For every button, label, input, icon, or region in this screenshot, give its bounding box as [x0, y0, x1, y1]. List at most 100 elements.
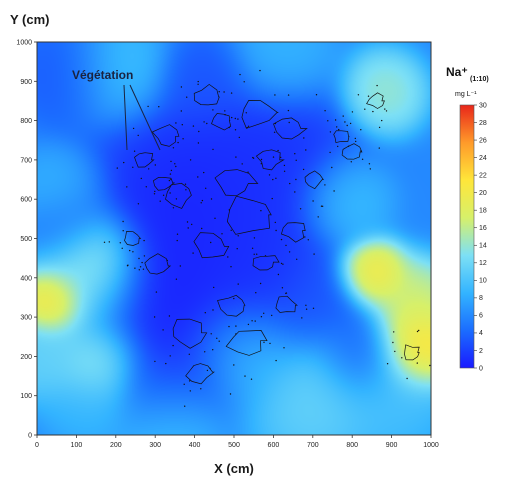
vegetation-speck-16-1	[233, 364, 235, 366]
vegetation-speck-17-6	[153, 193, 156, 195]
vegetation-speck-11-0	[280, 238, 283, 241]
vegetation-patch-13	[275, 295, 298, 313]
vegetation-speck-4-1	[133, 150, 136, 152]
vegetation-speck-22-0	[337, 145, 339, 148]
vegetation-speck-16-6	[184, 405, 186, 407]
vegetation-speck-23-4	[234, 117, 236, 120]
vegetation-speck-23-5	[228, 126, 230, 129]
vegetation-speck-18-2	[294, 191, 296, 193]
x-tick-label-1: 100	[71, 442, 83, 449]
vegetation-patch-14	[172, 318, 208, 349]
vegetation-speck-9-6	[175, 278, 178, 280]
vegetation-layer	[103, 69, 431, 407]
vegetation-speck-24-8	[126, 265, 129, 267]
vegetation-speck-1-8	[288, 121, 290, 124]
vegetation-speck-12-6	[210, 333, 212, 335]
vegetation-speck-12-5	[259, 282, 262, 285]
vegetation-speck-1-6	[273, 131, 276, 133]
vegetation-speck-9-3	[176, 239, 178, 242]
vegetation-speck-18-6	[324, 184, 326, 186]
vegetation-speck-20-6	[384, 108, 386, 110]
vegetation-speck-5-0	[197, 176, 199, 178]
vegetation-speck-3-1	[181, 124, 183, 126]
x-tick-label-3: 300	[149, 442, 161, 449]
vegetation-speck-10-1	[138, 269, 140, 271]
vegetation-patch-25	[255, 149, 285, 171]
annotation-label: Végétation	[72, 68, 133, 82]
vegetation-speck-12-0	[247, 323, 250, 326]
vegetation-speck-0-4	[180, 86, 183, 88]
vegetation-speck-20-4	[376, 84, 378, 87]
vegetation-speck-2-3	[324, 110, 326, 112]
vegetation-patch-1	[241, 100, 279, 129]
vegetation-speck-10-2	[134, 267, 136, 269]
vegetation-speck-7-1	[275, 229, 277, 232]
y-axis-label: Y (cm)	[10, 12, 50, 27]
vegetation-speck-4-6	[126, 186, 128, 188]
colorbar-scale	[459, 104, 475, 369]
vegetation-speck-17-2	[185, 189, 187, 191]
vegetation-speck-0-5	[212, 109, 214, 111]
vegetation-speck-19-7	[355, 140, 357, 143]
vegetation-speck-7-2	[214, 217, 216, 219]
vegetation-patch-9	[193, 232, 230, 259]
y-tick-label-1: 100	[20, 393, 32, 400]
vegetation-speck-17-1	[154, 164, 156, 166]
vegetation-speck-14-6	[162, 329, 164, 331]
vegetation-speck-1-5	[259, 69, 261, 72]
vegetation-speck-11-8	[280, 262, 283, 265]
colorbar-tick-label-1: 2	[479, 348, 483, 355]
vegetation-speck-15-1	[269, 342, 271, 345]
vegetation-patch-17	[153, 176, 175, 191]
vegetation-speck-4-5	[116, 167, 119, 169]
vegetation-patch-15	[225, 330, 268, 356]
vegetation-speck-14-9	[188, 380, 191, 382]
vegetation-speck-19-9	[360, 129, 362, 131]
vegetation-speck-8-7	[288, 251, 291, 253]
vegetation-speck-22-9	[334, 119, 337, 121]
vegetation-speck-0-0	[198, 130, 200, 133]
vegetation-speck-21-9	[393, 331, 395, 333]
colorbar-tick-label-12: 24	[479, 155, 487, 162]
vegetation-speck-11-2	[282, 263, 284, 265]
vegetation-speck-14-0	[154, 360, 156, 363]
vegetation-speck-19-8	[369, 168, 371, 170]
vegetation-patch-5	[214, 169, 259, 197]
vegetation-speck-13-4	[281, 287, 284, 289]
x-tick-label-0: 0	[35, 442, 39, 449]
vegetation-speck-21-2	[386, 363, 389, 365]
vegetation-speck-24-9	[103, 241, 106, 243]
vegetation-speck-13-8	[260, 316, 263, 318]
vegetation-speck-9-5	[227, 256, 229, 258]
y-tick-label-3: 300	[20, 315, 32, 322]
vegetation-speck-11-3	[256, 253, 258, 255]
vegetation-speck-12-3	[218, 340, 220, 342]
vegetation-speck-5-3	[272, 156, 275, 158]
vegetation-speck-20-5	[372, 110, 374, 113]
vegetation-speck-18-7	[295, 159, 297, 161]
vegetation-speck-11-5	[255, 292, 257, 294]
vegetation-speck-8-4	[307, 239, 309, 241]
vegetation-speck-1-3	[231, 116, 233, 119]
vegetation-speck-8-3	[299, 208, 302, 210]
vegetation-patch-6	[165, 182, 192, 209]
vegetation-speck-10-0	[141, 261, 143, 264]
vegetation-speck-21-7	[429, 364, 431, 367]
vegetation-speck-9-2	[228, 209, 230, 211]
vegetation-speck-10-9	[143, 255, 146, 257]
vegetation-speck-8-6	[260, 210, 262, 212]
colorbar-unit: mg L⁻¹	[455, 91, 477, 98]
colorbar-tick-label-14: 28	[479, 120, 487, 127]
vegetation-speck-12-7	[212, 309, 214, 311]
vegetation-speck-8-5	[313, 253, 315, 255]
vegetation-speck-9-1	[230, 266, 232, 268]
vegetation-patch-0	[193, 83, 220, 106]
vegetation-speck-23-9	[234, 129, 237, 131]
vegetation-speck-1-0	[238, 136, 240, 139]
vegetation-speck-12-1	[251, 320, 253, 322]
vegetation-speck-25-7	[268, 174, 271, 176]
vegetation-speck-16-0	[169, 355, 171, 357]
vegetation-speck-12-2	[254, 320, 256, 322]
vegetation-speck-16-3	[188, 353, 190, 355]
